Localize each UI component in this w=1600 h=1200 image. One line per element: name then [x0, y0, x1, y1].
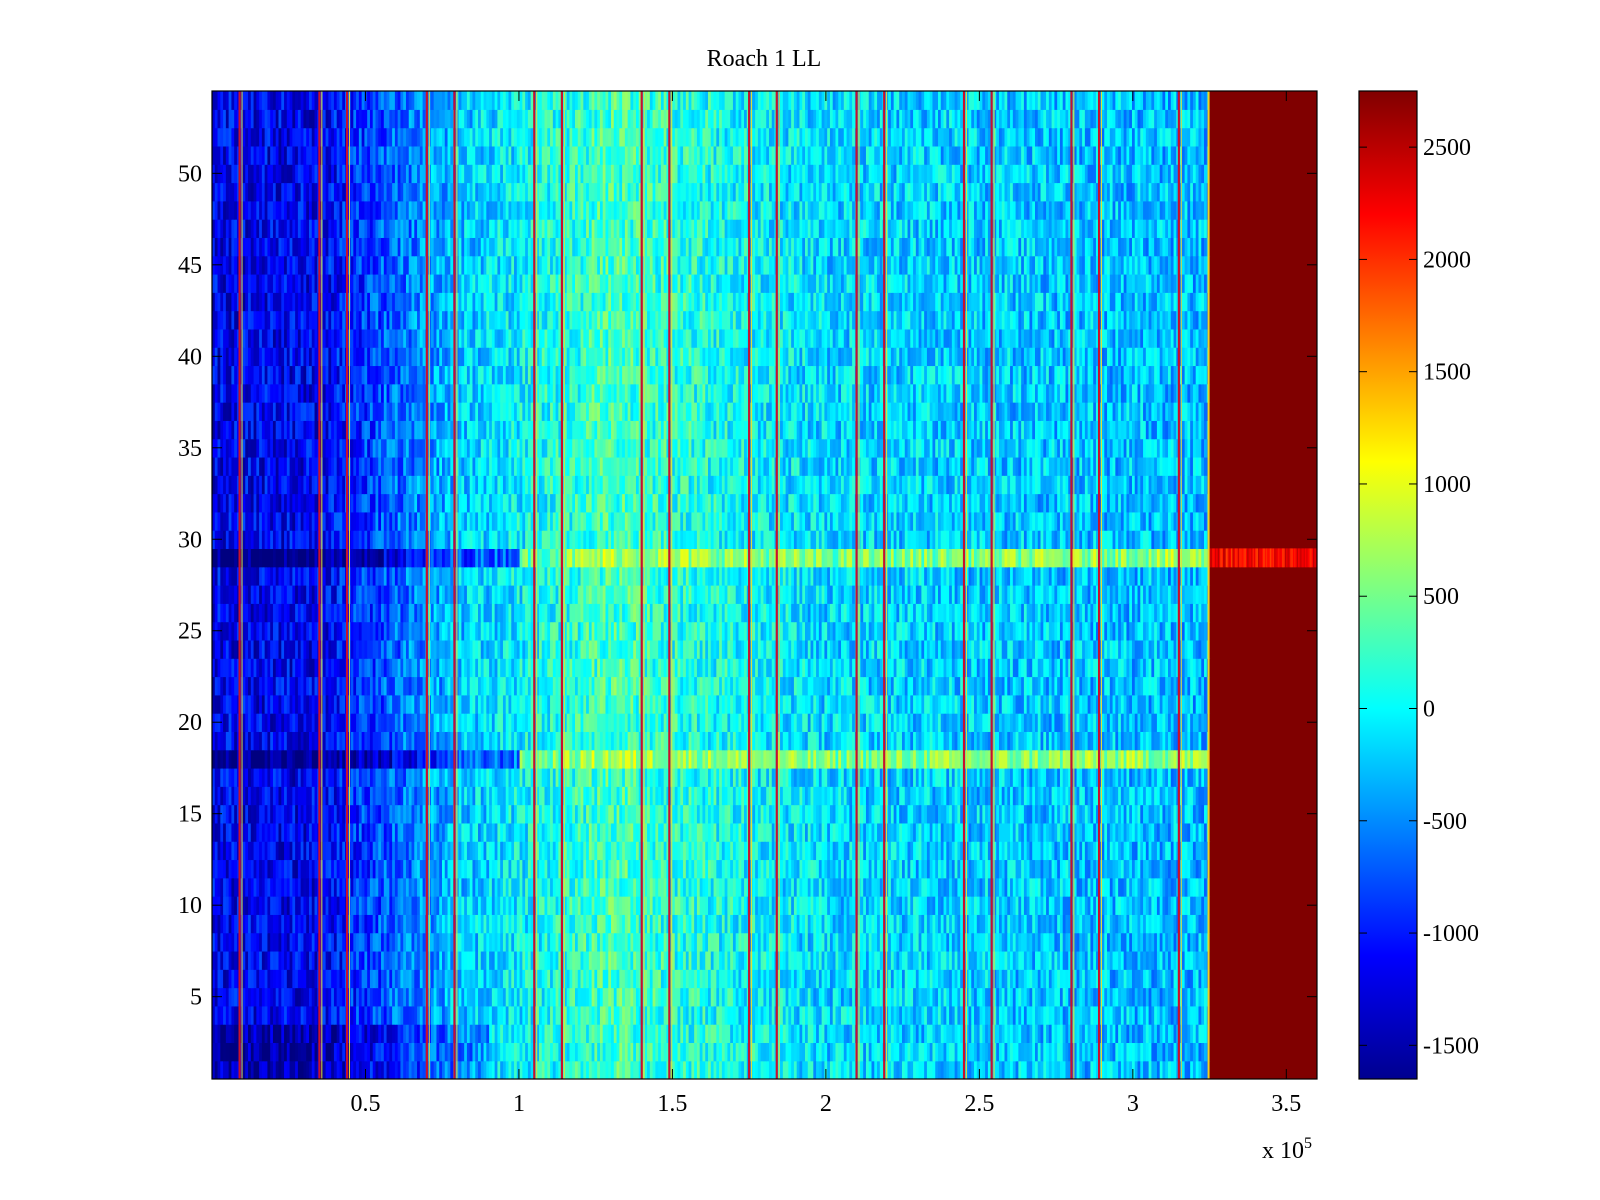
saturated-region [1210, 1061, 1318, 1080]
chart-title: Roach 1 LL [707, 46, 822, 72]
saturated-region [1210, 859, 1318, 878]
saturated-region [1210, 878, 1318, 897]
heatmap-cells [212, 91, 1318, 1080]
saturated-region [1210, 896, 1318, 915]
saturated-region [1210, 841, 1318, 860]
saturated-region [1210, 969, 1318, 988]
saturated-region [1210, 988, 1318, 1007]
saturated-region [1210, 1024, 1318, 1043]
saturated-region [1210, 1006, 1318, 1025]
saturated-region [1210, 1042, 1318, 1061]
saturated-region [1210, 933, 1318, 952]
saturated-region [1210, 914, 1318, 933]
saturated-region [1210, 951, 1318, 970]
